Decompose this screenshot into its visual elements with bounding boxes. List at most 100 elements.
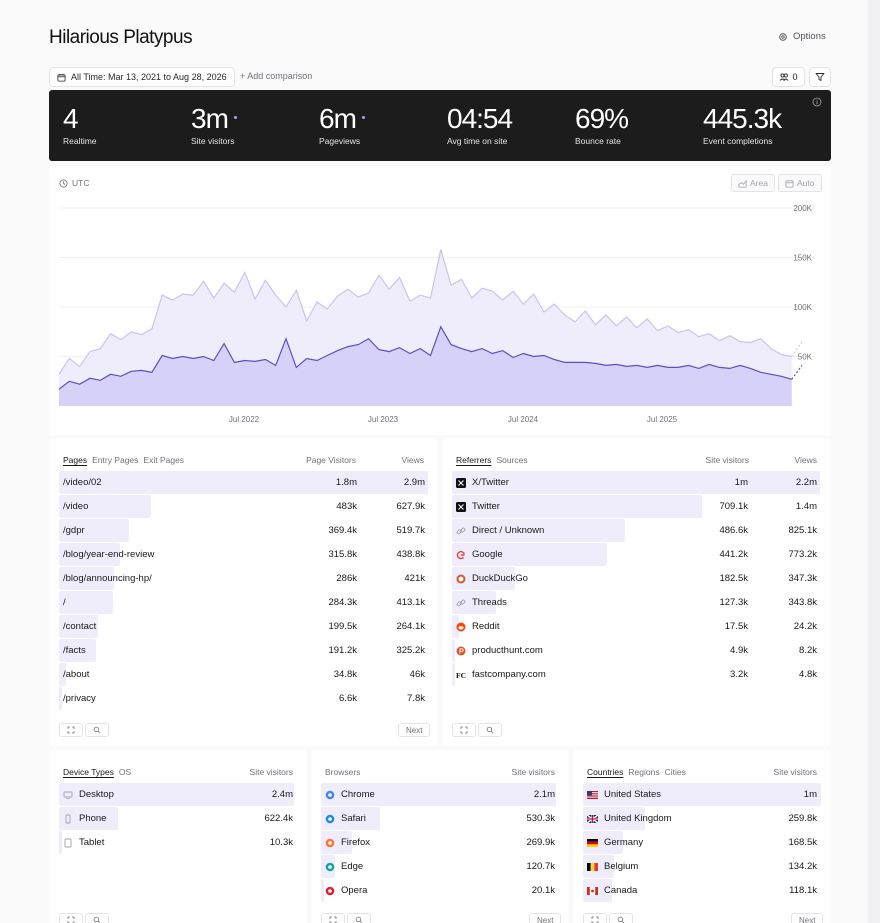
- item-value: 709.1k: [719, 501, 748, 512]
- area-toggle-button[interactable]: Area: [731, 174, 775, 192]
- expand-button[interactable]: [59, 913, 83, 923]
- stat-bounce-rate[interactable]: 69% Bounce rate: [575, 103, 629, 146]
- list-item[interactable]: FC fastcompany.com 3.2k 4.8k: [452, 663, 821, 687]
- interval-auto-button[interactable]: Auto: [778, 174, 822, 192]
- list-item[interactable]: DuckDuckGo 182.5k 347.3k: [452, 567, 821, 591]
- item-value: 315.8k: [328, 549, 357, 560]
- list-item[interactable]: Germany 168.5k: [583, 831, 821, 855]
- item-label: Canada: [587, 885, 637, 896]
- share-bar: [452, 663, 455, 686]
- date-range-button[interactable]: All Time: Mar 13, 2021 to Aug 28, 2026: [49, 67, 235, 87]
- google-icon: [456, 550, 466, 560]
- tab-referrers[interactable]: Referrers: [456, 455, 492, 465]
- item-value: 2.4m: [271, 789, 293, 800]
- share-bar: [452, 495, 703, 518]
- share-bar: [59, 495, 152, 518]
- next-page-button[interactable]: Next: [529, 913, 562, 923]
- column-header-page-visitors[interactable]: Page Visitors: [306, 455, 356, 465]
- item-label: Tablet: [63, 837, 104, 848]
- list-item[interactable]: Threads 127.3k 343.8k: [452, 591, 821, 615]
- search-icon: [486, 726, 494, 734]
- list-item[interactable]: Google 441.2k 773.2k: [452, 543, 821, 567]
- live-visitors-button[interactable]: 0: [772, 67, 805, 87]
- list-item[interactable]: Chrome 2.1m: [321, 783, 559, 807]
- pageviews-line: [58, 249, 792, 375]
- tab-sources[interactable]: Sources: [496, 455, 528, 465]
- search-button[interactable]: [609, 913, 633, 923]
- add-comparison-link[interactable]: + Add comparison: [240, 71, 313, 81]
- options-button[interactable]: Options: [778, 31, 826, 42]
- item-name: Edge: [341, 861, 364, 872]
- stat-realtime[interactable]: 4 Realtime: [63, 103, 97, 146]
- list-item[interactable]: Safari 530.3k: [321, 807, 559, 831]
- tab-cities[interactable]: Cities: [664, 767, 686, 777]
- tab-countries[interactable]: Countries: [587, 767, 624, 777]
- next-page-button[interactable]: Next: [398, 723, 431, 737]
- next-page-button[interactable]: Next: [791, 913, 824, 923]
- search-button[interactable]: [478, 723, 502, 737]
- list-item[interactable]: United Kingdom 259.8k: [583, 807, 821, 831]
- stat-pageviews[interactable]: 6m Pageviews: [319, 103, 365, 146]
- tab-os[interactable]: OS: [118, 767, 132, 777]
- filter-button[interactable]: [809, 67, 831, 87]
- page-scrollbar[interactable]: [868, 0, 880, 923]
- list-item[interactable]: Belgium 134.2k: [583, 855, 821, 879]
- list-item[interactable]: /video 483k 627.9k: [59, 495, 430, 519]
- referrers-card: Referrers Sources Site visitors Views X/…: [442, 438, 831, 746]
- search-button[interactable]: [85, 913, 109, 923]
- live-visitors-count: 0: [792, 72, 798, 82]
- list-item[interactable]: /contact 199.5k 264.1k: [59, 615, 430, 639]
- column-header-site-visitors[interactable]: Site visitors: [705, 455, 749, 465]
- column-header-views[interactable]: Views: [401, 455, 424, 465]
- column-header-site-visitors[interactable]: Site visitors: [249, 767, 293, 777]
- list-item[interactable]: /gdpr 369.4k 519.7k: [59, 519, 430, 543]
- tab-exit-pages[interactable]: Exit Pages: [143, 455, 185, 465]
- list-item[interactable]: Twitter 709.1k 1.4m: [452, 495, 821, 519]
- list-item[interactable]: Opera 20.1k: [321, 879, 559, 903]
- expand-button[interactable]: [583, 913, 607, 923]
- list-item[interactable]: /blog/announcing-hp/286k 421k: [59, 567, 430, 591]
- list-item[interactable]: /about 34.8k 46k: [59, 663, 430, 687]
- list-item[interactable]: Firefox 269.9k: [321, 831, 559, 855]
- pages-tabs: Pages Entry Pages Exit Pages: [63, 455, 184, 465]
- traffic-chart[interactable]: 200K 150K 100K 50K Jul 2022 Jul 2023 Jul 2024 J…: [49, 197, 831, 432]
- stat-event-completions[interactable]: 445.3k Event completions: [703, 103, 782, 146]
- expand-button[interactable]: [321, 913, 345, 923]
- safari-icon: [325, 814, 335, 824]
- item-value-secondary: 8.2k: [799, 645, 817, 656]
- tab-device-types[interactable]: Device Types: [63, 767, 114, 777]
- list-item[interactable]: Phone 622.4k: [59, 807, 297, 831]
- list-item[interactable]: United States 1m: [583, 783, 821, 807]
- list-item[interactable]: Edge 120.7k: [321, 855, 559, 879]
- list-item[interactable]: Canada 118.1k: [583, 879, 821, 903]
- column-header-site-visitors[interactable]: Site visitors: [773, 767, 817, 777]
- info-icon[interactable]: [812, 97, 822, 107]
- list-item[interactable]: / 284.3k 413.1k: [59, 591, 430, 615]
- column-header-views[interactable]: Views: [794, 455, 817, 465]
- tab-pages[interactable]: Pages: [63, 455, 88, 465]
- list-item[interactable]: producthunt.com 4.9k 8.2k: [452, 639, 821, 663]
- expand-button[interactable]: [452, 723, 476, 737]
- search-button[interactable]: [85, 723, 109, 737]
- tab-regions[interactable]: Regions: [628, 767, 660, 777]
- list-item[interactable]: /facts 191.2k 325.2k: [59, 639, 430, 663]
- list-item[interactable]: Desktop 2.4m: [59, 783, 297, 807]
- list-item[interactable]: Tablet 10.3k: [59, 831, 297, 855]
- item-label: Firefox: [325, 837, 370, 848]
- list-item[interactable]: /video/02 1.8m 2.9m: [59, 471, 430, 495]
- stat-site-visitors[interactable]: 3m Site visitors: [191, 103, 237, 146]
- search-button[interactable]: [347, 913, 371, 923]
- tab-browsers[interactable]: Browsers: [325, 767, 361, 777]
- column-header-site-visitors[interactable]: Site visitors: [511, 767, 555, 777]
- expand-button[interactable]: [59, 723, 83, 737]
- list-item[interactable]: Direct / Unknown 486.6k 825.1k: [452, 519, 821, 543]
- item-label: producthunt.com: [456, 645, 543, 656]
- list-item[interactable]: /privacy 6.6k 7.8k: [59, 687, 430, 711]
- item-name: fastcompany.com: [472, 669, 546, 680]
- tab-entry-pages[interactable]: Entry Pages: [92, 455, 139, 465]
- list-item[interactable]: /blog/year-end-review 315.8k 438.8k: [59, 543, 430, 567]
- list-item[interactable]: Reddit 17.5k 24.2k: [452, 615, 821, 639]
- stat-avg-time[interactable]: 04:54 Avg time on site: [447, 103, 513, 146]
- list-item[interactable]: X/Twitter 1m 2.2m: [452, 471, 821, 495]
- people-icon: [780, 73, 789, 81]
